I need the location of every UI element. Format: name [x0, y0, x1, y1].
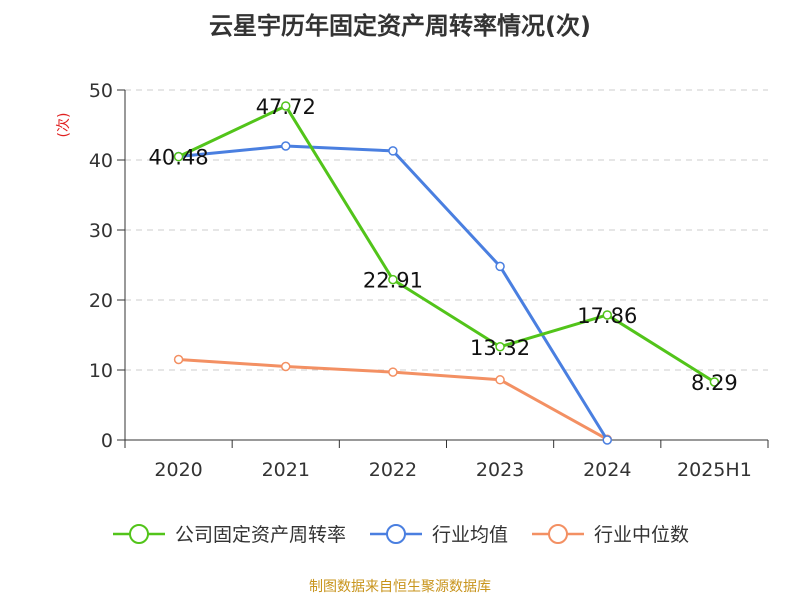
- data-point: [709, 377, 720, 387]
- source-note: 制图数据来自恒生聚源数据库: [309, 579, 491, 595]
- x-tick-label: 2025H1: [677, 459, 752, 481]
- data-point: [281, 361, 291, 372]
- data-label: 40.48: [149, 146, 209, 170]
- y-tick-label: 10: [89, 360, 113, 382]
- data-point: [602, 310, 612, 320]
- legend-item[interactable]: 行业均值: [368, 520, 508, 547]
- y-tick-label: 50: [89, 80, 113, 102]
- data-label: 22.91: [363, 269, 423, 293]
- legend-marker: [369, 523, 422, 544]
- data-point: [388, 367, 398, 377]
- data-point: [495, 375, 505, 385]
- legend-label: 公司固定资产周转率: [174, 524, 346, 546]
- data-point: [495, 261, 505, 272]
- data-point: [495, 342, 505, 352]
- y-axis-label: (次): [56, 113, 72, 138]
- y-tick-label: 40: [89, 150, 113, 172]
- y-tick-label: 20: [89, 290, 113, 312]
- y-tick-label: 0: [101, 430, 113, 452]
- y-tick-label: 30: [89, 220, 113, 242]
- data-label: 8.29: [691, 371, 738, 395]
- data-point: [173, 354, 184, 365]
- data-point: [602, 435, 612, 445]
- legend-label: 行业中位数: [594, 524, 690, 546]
- series-line-0: [177, 104, 716, 384]
- data-label: 47.72: [256, 95, 316, 119]
- x-tick-label: 2024: [583, 459, 631, 481]
- series-line-1: [178, 144, 609, 441]
- legend-marker: [532, 523, 584, 544]
- legend-item[interactable]: 行业中位数: [530, 520, 689, 547]
- data-point: [281, 101, 291, 111]
- x-tick-label: 2022: [369, 459, 417, 481]
- legend-item[interactable]: 公司固定资产周转率: [111, 520, 346, 547]
- chart-title: 云星宇历年固定资产周转率情况(次): [209, 12, 591, 40]
- legend: 公司固定资产周转率 行业均值 行业中位数: [0, 520, 800, 547]
- data-point: [388, 274, 398, 285]
- legend-marker: [112, 523, 165, 544]
- x-tick-label: 2020: [154, 459, 202, 481]
- legend-label: 行业均值: [431, 524, 508, 546]
- data-label: 13.32: [470, 336, 530, 360]
- x-tick-label: 2023: [476, 459, 524, 481]
- x-tick-label: 2021: [262, 459, 310, 481]
- data-label: 17.86: [577, 304, 637, 328]
- data-point: [388, 146, 398, 156]
- data-point: [173, 151, 184, 162]
- data-point: [281, 141, 291, 151]
